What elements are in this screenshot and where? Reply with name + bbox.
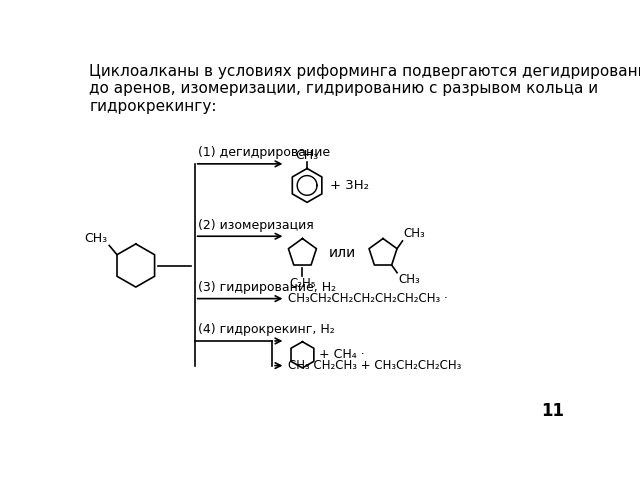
Text: CH₃: CH₃ [398, 274, 420, 287]
Text: CH₃: CH₃ [296, 148, 319, 162]
Text: (3) гидрирование, Н₂: (3) гидрирование, Н₂ [198, 281, 336, 294]
Text: Циклоалканы в условиях риформинга подвергаются дегидрированию
до аренов, изомери: Циклоалканы в условиях риформинга подвер… [90, 64, 640, 114]
Text: + CH₄ ·: + CH₄ · [319, 348, 365, 361]
Text: (1) дегидрирование: (1) дегидрирование [198, 146, 330, 159]
Text: CH₃CH₂CH₂CH₂CH₂CH₂CH₃ ·: CH₃CH₂CH₂CH₂CH₂CH₂CH₃ · [288, 292, 447, 305]
Text: или: или [328, 246, 356, 260]
Text: C₂H₅: C₂H₅ [289, 277, 316, 290]
Text: CH₃: CH₃ [84, 232, 108, 245]
Text: 11: 11 [541, 401, 564, 420]
Text: (4) гидрокрекинг, Н₂: (4) гидрокрекинг, Н₂ [198, 324, 335, 336]
Text: + 3H₂: + 3H₂ [330, 179, 369, 192]
Text: (2) изомеризация: (2) изомеризация [198, 218, 314, 232]
Text: CH₃ CH₂CH₃ + CH₃CH₂CH₂CH₃: CH₃ CH₂CH₃ + CH₃CH₂CH₂CH₃ [288, 359, 461, 372]
Text: CH₃: CH₃ [403, 227, 425, 240]
